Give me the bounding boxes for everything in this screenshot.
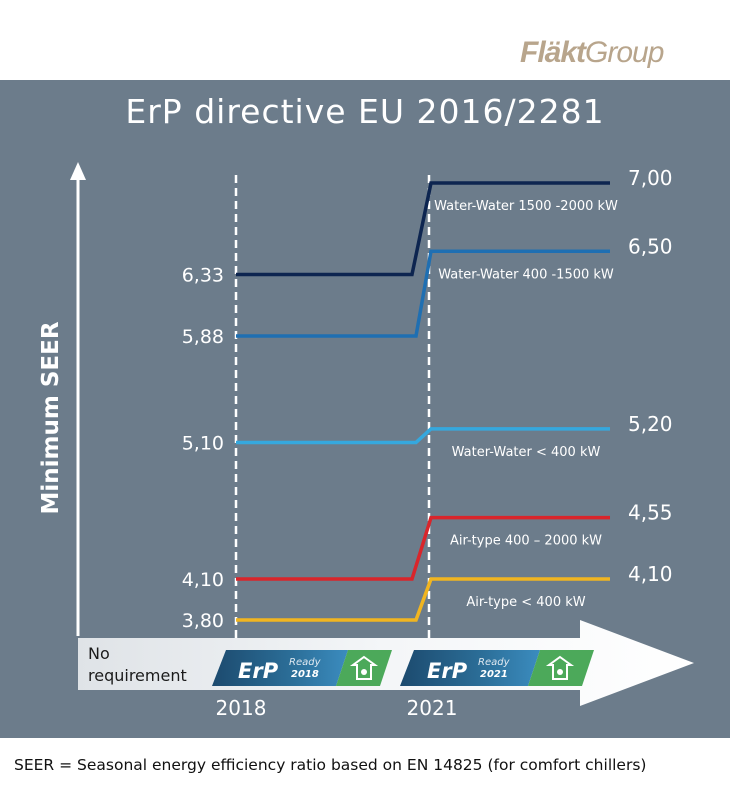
series-line bbox=[236, 181, 610, 277]
value-label-2018: 5,88 bbox=[182, 326, 224, 348]
value-label-2021: 6,50 bbox=[628, 234, 673, 258]
x-tick-2018: 2018 bbox=[216, 696, 267, 720]
value-label-2018: 6,33 bbox=[182, 264, 224, 286]
badge-erp-text: ErP bbox=[238, 659, 279, 683]
series-line bbox=[236, 427, 610, 445]
badge-ready-text: Ready bbox=[478, 657, 511, 668]
value-label-2021: 4,55 bbox=[628, 501, 673, 525]
badge-year-text: 2018 bbox=[291, 669, 319, 680]
chart-panel bbox=[0, 80, 730, 738]
series-name-label: Air-type < 400 kW bbox=[466, 595, 585, 610]
erp-ready-2021-badge: ErP Ready 2021 bbox=[400, 650, 594, 686]
badge-ready-text: Ready bbox=[289, 657, 322, 668]
erp-ready-2018-badge: ErP Ready 2018 bbox=[212, 650, 392, 686]
series-line bbox=[236, 249, 610, 338]
badge-erp-text: ErP bbox=[427, 659, 468, 683]
eco-house-icon bbox=[349, 655, 379, 680]
series-name-label: Water-Water 400 -1500 kW bbox=[438, 267, 614, 282]
series-line bbox=[236, 577, 610, 622]
no-requirement-line1: No bbox=[88, 644, 110, 663]
series-name-label: Water-Water 1500 -2000 kW bbox=[434, 199, 618, 214]
x-tick-2021: 2021 bbox=[407, 696, 458, 720]
no-requirement-line2: requirement bbox=[88, 666, 187, 685]
seer-footnote: SEER = Seasonal energy efficiency ratio … bbox=[14, 756, 647, 774]
value-label-2018: 3,80 bbox=[182, 610, 224, 632]
value-label-2018: 5,10 bbox=[182, 432, 224, 454]
value-label-2021: 4,10 bbox=[628, 562, 673, 586]
flaktgroup-logo: FläktGroup bbox=[520, 36, 664, 69]
series-name-label: Air-type 400 – 2000 kW bbox=[450, 534, 602, 549]
y-axis-label: Minimum SEER bbox=[38, 321, 64, 514]
badge-year-text: 2021 bbox=[480, 669, 508, 680]
eco-house-icon bbox=[545, 655, 575, 680]
value-label-2021: 5,20 bbox=[628, 412, 673, 436]
chart-title: ErP directive EU 2016/2281 bbox=[125, 92, 605, 131]
series-name-label: Water-Water < 400 kW bbox=[452, 445, 601, 460]
value-label-2018: 4,10 bbox=[182, 569, 224, 591]
series-line bbox=[236, 515, 610, 581]
y-axis-arrowhead bbox=[70, 162, 86, 180]
value-label-2021: 7,00 bbox=[628, 166, 673, 190]
